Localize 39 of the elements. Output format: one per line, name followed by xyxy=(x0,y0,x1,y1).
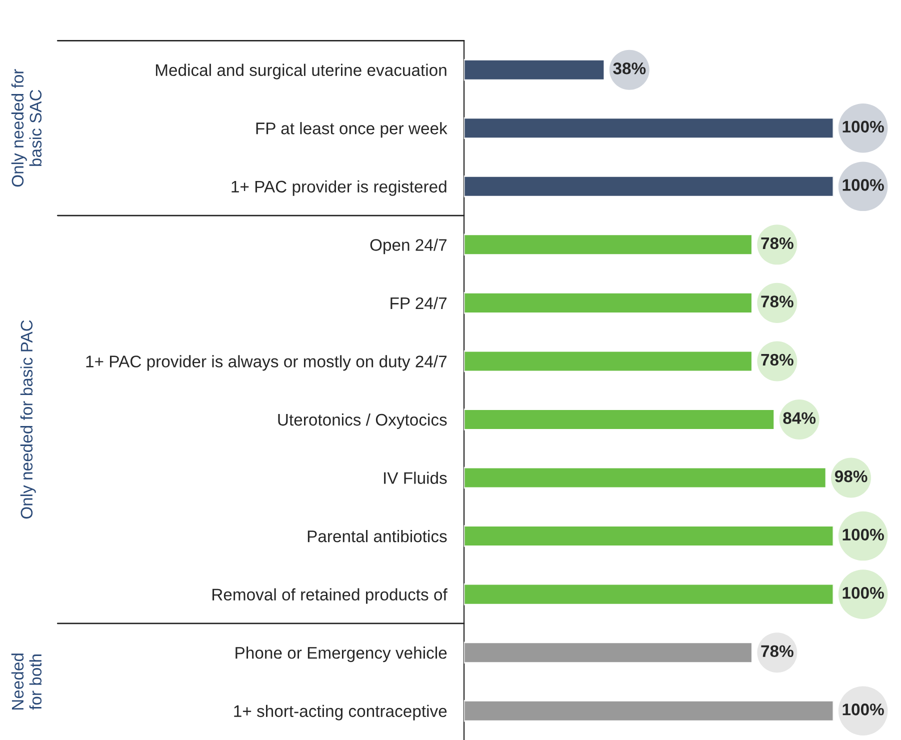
bar xyxy=(464,642,753,664)
y-tick-label: 1+ PAC provider is registered xyxy=(232,180,446,196)
y-tick-label: Open 24/7 xyxy=(370,238,447,254)
data-label: 100% xyxy=(842,586,884,599)
text: Only needed for basic PAC xyxy=(20,320,36,519)
bar xyxy=(464,583,834,606)
y-tick-label: Removal of retained products of xyxy=(212,588,448,604)
data-label: 100% xyxy=(842,704,884,716)
bar xyxy=(464,58,606,81)
bar xyxy=(464,292,753,314)
text: Needed for both xyxy=(11,654,42,710)
y-tick-label: 1+ short-acting contraceptive xyxy=(234,704,447,720)
y-tick-label: 1+ PAC provider is always or mostly on duty 24/7 xyxy=(86,355,447,371)
bar xyxy=(464,234,753,256)
y-tick-label: Parental antibiotics xyxy=(308,530,447,542)
y-tick-label: Medical and surgical uterine evacuation xyxy=(156,64,446,80)
bar xyxy=(464,525,834,547)
y-tick-label: FP 24/7 xyxy=(390,296,447,310)
bar xyxy=(464,700,834,722)
data-label: 78% xyxy=(761,237,794,250)
bar xyxy=(464,466,827,489)
y-tick-label: FP at least once per week xyxy=(256,122,448,138)
y-tick-label: Uterotonics / Oxytocics xyxy=(278,413,447,429)
data-label: 38% xyxy=(613,62,646,74)
y-tick-label: IV Fluids xyxy=(384,472,447,484)
data-label: 100% xyxy=(842,179,884,191)
data-label: 78% xyxy=(761,296,794,308)
bar xyxy=(464,350,753,372)
y-tick-label: Phone or Emergency vehicle xyxy=(236,646,447,662)
text: Only needed for basic SAC xyxy=(11,69,42,187)
data-label: 98% xyxy=(834,470,868,482)
data-label: 78% xyxy=(761,354,794,366)
data-label: 84% xyxy=(783,412,816,424)
data-label: 100% xyxy=(842,528,884,541)
data-label: 100% xyxy=(842,120,884,133)
data-label: 78% xyxy=(761,645,794,658)
bar xyxy=(464,408,776,430)
bar xyxy=(464,117,834,140)
bar xyxy=(464,175,834,198)
